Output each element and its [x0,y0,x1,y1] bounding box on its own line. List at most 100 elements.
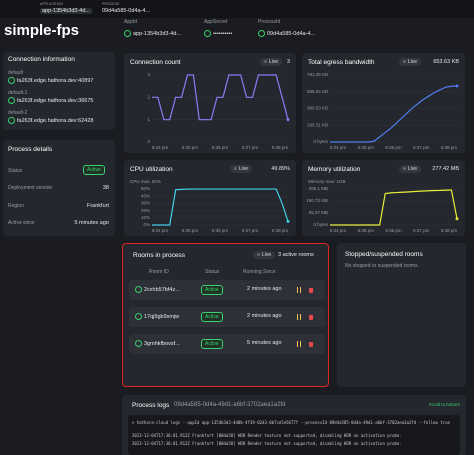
conn-name: default-1 [8,90,28,96]
y-tick-label: 286.1 MB [309,186,328,191]
chart-title: Memory utilization [308,166,361,173]
last-point [455,217,459,221]
scroll-button[interactable]: Scroll to bottom [428,402,460,407]
y-tick-label: 585.94 KB [307,89,328,94]
text: 17qj9gb9xmjw [144,313,180,320]
field-label: ProcessId [258,19,281,25]
x-tick-label: 6:35 pm [358,145,375,150]
delete-button[interactable] [309,288,313,293]
field-value: 09d4a585-0d4a-4... [258,30,315,37]
x-tick-label: 6:38 pm [272,145,289,150]
chart-annotation: Memory max: 1GB [308,179,346,184]
pause-button[interactable] [297,341,301,347]
nav-process[interactable]: 09d4a585-0d4a-4... [102,8,151,14]
logs-panel: Process logs 09d4a585-0d4a-49d1-a6bf-370… [122,395,466,455]
current-value: 653.63 KB [433,59,459,65]
y-tick-label: 95.37 MB [309,210,328,215]
conn-name: default-2 [8,110,28,116]
chart-title: Total egress bandwidth [308,59,375,66]
live-badge: Live [253,251,276,259]
delete-button[interactable] [309,342,313,347]
chart-title: CPU utilization [130,166,173,173]
chart-panel: Total egress bandwidth 653.63 KB Live 0 byt… [302,53,465,153]
text: 2cxhb57bf4z... [144,286,180,293]
detail-key: Active since [8,220,35,226]
field-value: app-1354b3d3-4d... [124,30,181,37]
x-tick-label: 6:36 pm [212,228,229,233]
chart: 0% 10% 20% 30% 40% 50% 6:34 pm 6:35 pm 6:36 pm 6:… [141,186,290,233]
y-tick-label: 190.73 MB [306,198,328,203]
y-tick-label: 10% [141,215,150,220]
conn-name: default [8,70,24,76]
log-console [128,415,460,455]
last-point [455,84,459,88]
panel-title: Process logs [132,402,170,409]
detail-key: Status [8,168,23,174]
live-badge: Live [229,165,252,173]
running-since: 2 minutes ago [247,286,282,292]
chart-panel: Memory utilization 277.42 MB Live Memory ma… [302,160,465,236]
conn-host: fa263f.edge.hathora.dev:40897 [8,77,93,84]
y-tick-label: 195.31 KB [307,122,328,127]
chart: 0 bytes 95.37 MB 190.73 MB 286.1 MB 6:34 pm 6… [306,186,459,233]
room-row: 3gmhkfbovsf... Active 5 minutes ago [129,334,325,354]
conn-host: fa263f.edge.hathora.dev:36675 [8,97,93,104]
chart: 0 bytes 195.31 KB 390.63 KB 585.94 KB 781.25… [307,72,459,150]
field-label: AppId [124,19,138,25]
current-value: 3 [286,59,290,65]
page-title: simple-fps [4,22,80,39]
last-point [286,219,290,223]
y-tick-label: 0 bytes [313,139,328,144]
chart-title: Connection count [130,59,181,66]
detail-key: Deployment version [8,185,53,191]
room-row: 2cxhb57bf4z... Active 2 minutes ago [129,280,325,300]
detail-value: Frankfurt [86,203,109,209]
x-tick-label: 6:35 pm [182,145,199,150]
conn-host: fa263f.edge.hathora.dev:62428 [8,117,93,124]
room-row: 17qj9gb9xmjw Active 2 minutes ago [129,307,325,327]
last-point [286,118,290,122]
y-tick-label: 30% [141,201,150,206]
text: fa263f.edge.hathora.dev:62428 [17,117,94,124]
detail-value: 38 [102,185,109,191]
status-badge: Active [201,339,223,349]
field-label: AppSecret [204,19,228,25]
pause-button[interactable] [297,314,301,320]
log-process: 09d4a585-0d4a-49d1-a6bf-3702aea1a2fd [174,402,286,408]
y-tick-label: 0% [143,222,150,227]
data-line [330,189,458,226]
y-tick-label: 0 bytes [313,222,328,227]
nav-label: APPLICATION [40,2,63,6]
chart-panel: CPU utilization 49.89% Live CPU max: 50% 0% 1… [124,160,296,236]
connection-panel: Connection information default fa263f.ed… [3,52,115,130]
x-tick-label: 6:36 pm [385,145,402,150]
data-line [152,74,289,121]
x-tick-label: 6:35 pm [358,228,375,233]
detail-key: Region [8,203,24,209]
y-tick-label: 50% [141,186,150,191]
live-badge: Live [398,165,421,173]
text: •••••••••• [213,30,233,37]
status-badge: Active [201,285,223,295]
pause-button[interactable] [297,287,301,293]
chart: 0 1 2 3 6:34 pm 6:35 pm 6:36 pm 6:37 pm 6:38 pm [147,72,290,150]
room-id: 2cxhb57bf4z... [135,286,180,293]
x-tick-label: 6:34 pm [152,228,169,233]
panel-title: Rooms in process [133,252,186,259]
live-badge: Live [398,58,421,66]
current-value: 49.89% [271,166,290,172]
text: fa263f.edge.hathora.dev:36675 [17,97,94,104]
x-tick-label: 6:34 pm [330,228,347,233]
nav-app[interactable]: app-1354b3d3-4d... [40,8,93,14]
text: 09d4a585-0d4a-4... [267,30,316,37]
x-tick-label: 6:36 pm [385,228,402,233]
stopped-panel: Stopped/suspended rooms No stopped or su… [337,243,466,387]
rooms-panel: Rooms in process Live 3 active rooms Roo… [122,243,329,387]
room-count: 3 active rooms [278,252,314,258]
room-id: 17qj9gb9xmjw [135,313,179,320]
col-head: Status [205,269,220,275]
delete-button[interactable] [309,315,313,320]
data-line [330,85,458,143]
data-line [152,188,289,226]
status-badge: Active [201,312,223,322]
